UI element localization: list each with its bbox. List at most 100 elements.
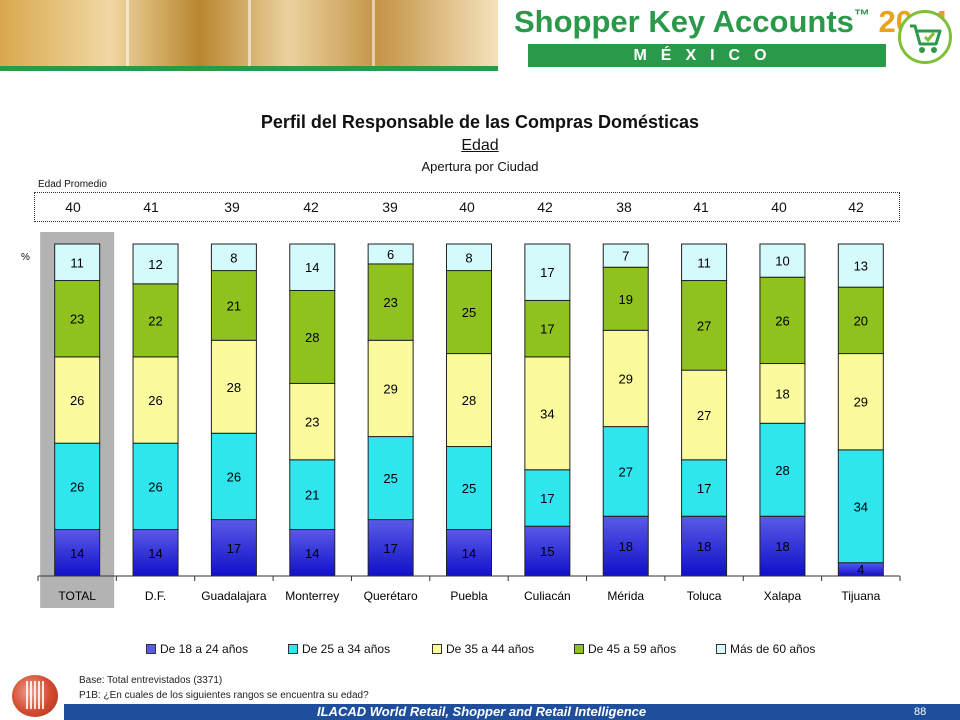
- brand-title: Shopper Key Accounts™ 2014: [514, 4, 948, 40]
- average-age-value: 41: [693, 199, 709, 215]
- data-label: 23: [383, 295, 397, 310]
- average-age-value: 42: [848, 199, 864, 215]
- data-label: 14: [148, 546, 162, 561]
- data-label: 18: [618, 539, 632, 554]
- bar-segment: [54, 243, 101, 282]
- bar-segment: [681, 243, 728, 282]
- data-label: 17: [540, 491, 554, 506]
- chart-subtitle: Edad: [461, 137, 499, 154]
- bar-segment: [446, 270, 492, 355]
- bar-segment: [759, 363, 806, 424]
- data-label: 29: [618, 371, 632, 386]
- category-label: Tijuana: [841, 589, 880, 603]
- category-label: Monterrey: [285, 589, 339, 603]
- bar-segment: [367, 436, 414, 521]
- average-age-value: 39: [382, 199, 398, 215]
- data-label: 17: [383, 541, 397, 556]
- data-label: 19: [618, 292, 632, 307]
- legend-swatch: [432, 644, 442, 654]
- data-label: 27: [618, 464, 632, 479]
- bar-segment: [759, 276, 806, 365]
- data-label: 11: [697, 255, 711, 270]
- page-number: 88: [914, 706, 927, 718]
- data-label: 26: [148, 393, 162, 408]
- data-label: 23: [70, 312, 84, 327]
- data-label: 25: [462, 481, 476, 496]
- legend-swatch: [716, 644, 726, 654]
- bar-segment: [289, 289, 336, 384]
- data-label: 28: [775, 463, 789, 478]
- bar-segment: [681, 280, 728, 371]
- category-label: Mérida: [607, 589, 644, 603]
- data-label: 29: [383, 381, 397, 396]
- legend-label: De 35 a 44 años: [446, 642, 535, 656]
- average-age-value: 40: [65, 199, 81, 215]
- percent-axis-label: %: [21, 252, 30, 263]
- category-label: Puebla: [450, 589, 488, 603]
- data-label: 14: [462, 546, 476, 561]
- data-label: 10: [775, 254, 789, 269]
- legend-swatch: [574, 644, 584, 654]
- bar-segment: [524, 356, 571, 471]
- legend-item: De 25 a 34 años: [288, 640, 390, 658]
- bar-segment: [367, 519, 414, 577]
- data-label: 18: [775, 539, 789, 554]
- ilacad-logo: [12, 675, 58, 717]
- bar-segment: [837, 243, 884, 288]
- data-label: 26: [70, 479, 84, 494]
- bar-segment: [681, 515, 728, 577]
- bar-segment: [289, 243, 336, 291]
- data-label: 28: [305, 330, 319, 345]
- bar-segment: [367, 339, 414, 438]
- bar-segment: [524, 243, 571, 301]
- data-label: 12: [148, 257, 162, 272]
- data-label: 25: [462, 305, 476, 320]
- legend-item: Más de 60 años: [716, 640, 815, 658]
- average-age-value: 42: [303, 199, 319, 215]
- footer-text: ILACAD World Retail, Shopper and Retail …: [317, 704, 647, 719]
- average-age-value: 40: [771, 199, 787, 215]
- legend-item: De 35 a 44 años: [432, 640, 534, 658]
- data-label: 26: [227, 469, 241, 484]
- data-label: 18: [775, 386, 789, 401]
- shopping-cart-icon: [898, 10, 952, 64]
- bar-segment: [759, 243, 806, 278]
- country-bar: MÉXICO: [528, 44, 886, 67]
- bar-segment: [837, 353, 884, 451]
- category-label: Culiacán: [524, 589, 571, 603]
- base-note: Base: Total entrevistados (3371): [79, 675, 223, 686]
- data-label: 17: [540, 265, 554, 280]
- bar-segment: [289, 459, 336, 531]
- data-label: 26: [70, 393, 84, 408]
- average-age-box: [34, 192, 900, 222]
- bar-segment: [681, 459, 728, 517]
- data-label: 34: [854, 499, 868, 514]
- data-label: 26: [148, 479, 162, 494]
- bar-segment: [837, 286, 884, 355]
- data-label: 17: [227, 541, 241, 556]
- bar-segment: [210, 243, 257, 272]
- legend-label: De 25 a 34 años: [302, 642, 391, 656]
- data-label: 11: [70, 255, 84, 270]
- bar-segment: [210, 339, 257, 434]
- category-label: TOTAL: [58, 589, 96, 603]
- data-label: 17: [697, 481, 711, 496]
- data-label: 22: [148, 313, 162, 328]
- data-label: 13: [854, 259, 868, 274]
- data-label: 8: [230, 250, 237, 265]
- legend-label: De 18 a 24 años: [160, 642, 249, 656]
- data-label: 8: [465, 250, 472, 265]
- data-label: 28: [462, 393, 476, 408]
- average-age-value: 40: [459, 199, 475, 215]
- data-label: 20: [854, 313, 868, 328]
- bar-segment: [367, 243, 414, 265]
- bar-segment: [210, 432, 257, 521]
- data-label: 15: [540, 544, 554, 559]
- data-label: 25: [383, 471, 397, 486]
- bar-segment: [367, 263, 414, 341]
- chart-legend: De 18 a 24 años De 25 a 34 años De 35 a …: [146, 640, 838, 658]
- bar-segment: [132, 529, 179, 577]
- category-label: Guadalajara: [201, 589, 267, 603]
- bar-segment: [446, 243, 492, 272]
- bar-segment: [54, 356, 101, 444]
